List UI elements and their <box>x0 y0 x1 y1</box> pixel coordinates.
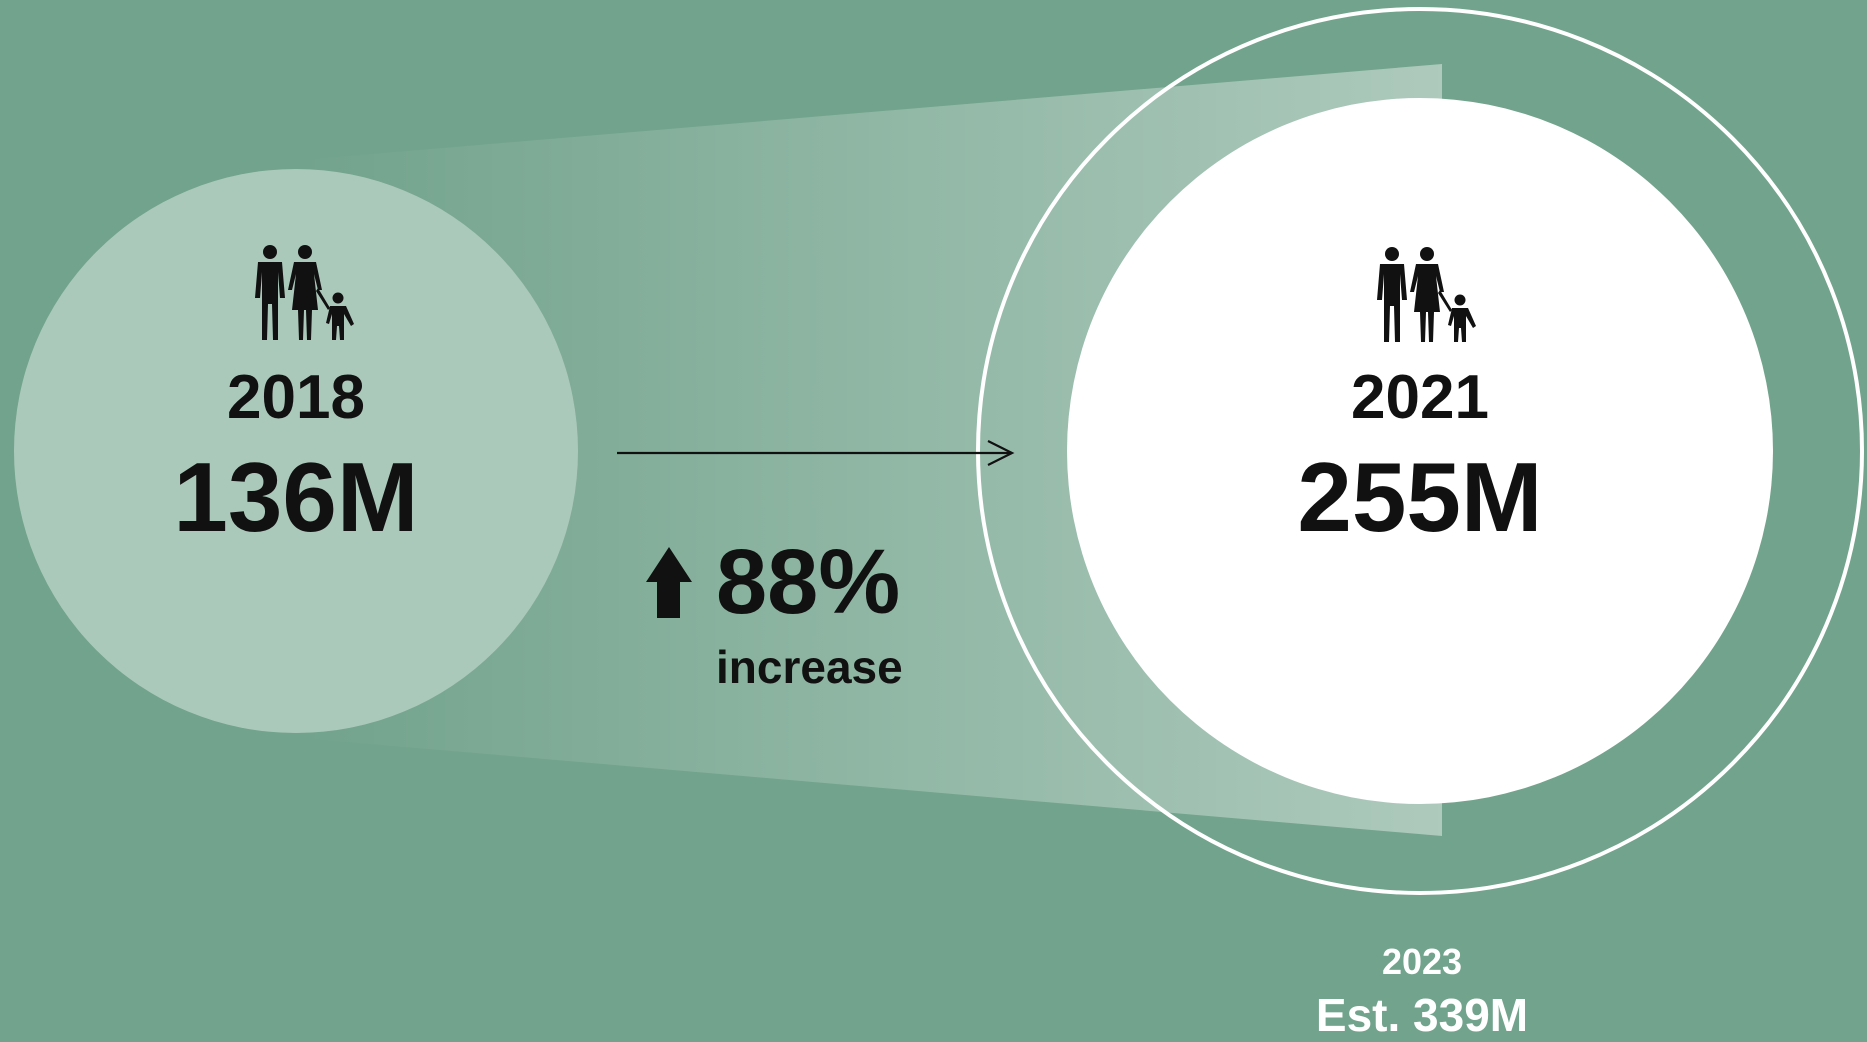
year-2018-label: 2018 <box>227 363 365 432</box>
value-2018: 136M <box>173 442 419 552</box>
estimate-2023-value: Est. 339M <box>1315 989 1529 1041</box>
circle-2018 <box>14 169 578 733</box>
increase-percent: 88% <box>716 531 901 633</box>
increase-label: increase <box>716 641 903 693</box>
circle-2021 <box>1067 98 1773 804</box>
value-2021: 255M <box>1297 442 1543 552</box>
year-2023-label: 2023 <box>1381 941 1463 982</box>
up-arrow-icon <box>646 547 692 618</box>
right-arrow-icon <box>617 440 1015 466</box>
ring-2023-estimate <box>976 7 1864 895</box>
year-2021-label: 2021 <box>1351 363 1489 432</box>
